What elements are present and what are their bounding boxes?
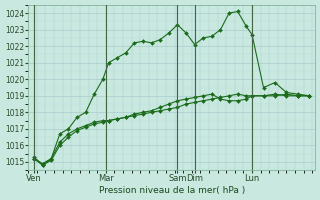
X-axis label: Pression niveau de la mer( hPa ): Pression niveau de la mer( hPa ) [99, 186, 245, 195]
